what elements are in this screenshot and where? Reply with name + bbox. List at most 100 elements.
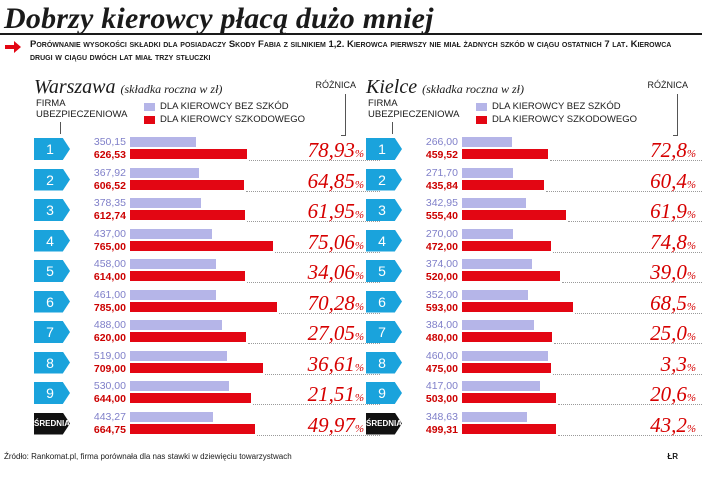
row-leader <box>545 190 702 193</box>
difference-number: 20,6 <box>650 382 687 406</box>
rank-badge: 4 <box>366 229 402 252</box>
difference-value: 68,5% <box>650 291 696 319</box>
bar-no-claims <box>130 320 222 330</box>
bar-with-claims <box>462 179 544 190</box>
bar-no-claims <box>130 289 217 300</box>
data-row: ŚREDNIA 443,27 664,75 49,97% <box>34 409 380 439</box>
difference-unit: % <box>686 178 696 191</box>
value-with-claims: 520,00 <box>425 271 458 283</box>
bar-with-claims <box>462 301 574 312</box>
difference-unit: % <box>686 392 696 404</box>
data-row: 4 270,00 472,00 74,8% <box>366 226 702 256</box>
row-leader <box>246 221 380 223</box>
difference-number: 68,5 <box>650 290 687 315</box>
value-no-claims: 352,00 <box>425 288 458 301</box>
bar-with-claims <box>130 271 246 281</box>
difference-unit: % <box>686 209 696 221</box>
difference-number: 27,05 <box>307 321 355 345</box>
value-with-claims: 593,00 <box>425 301 458 314</box>
row-leader <box>256 434 380 437</box>
bar-no-claims <box>462 167 513 178</box>
value-with-claims: 435,84 <box>425 179 458 192</box>
bar-no-claims <box>462 259 533 269</box>
company-pointer <box>392 122 393 134</box>
row-leader <box>249 160 380 162</box>
difference-unit: % <box>686 361 696 374</box>
city-note: (składka roczna w zł) <box>422 82 524 96</box>
difference-number: 70,28 <box>307 290 355 315</box>
value-with-claims: 765,00 <box>93 240 126 253</box>
difference-number: 74,8 <box>650 229 687 254</box>
page-title: Dobrzy kierowcy płacą dużo mniej <box>4 2 434 35</box>
difference-unit: % <box>354 361 364 374</box>
difference-unit: % <box>354 178 364 191</box>
data-row: 6 461,00 785,00 70,28% <box>34 287 380 319</box>
value-with-claims: 459,52 <box>425 149 458 161</box>
value-no-claims: 488,00 <box>93 319 126 331</box>
value-with-claims: 499,31 <box>425 423 458 436</box>
bar-no-claims <box>462 381 541 391</box>
value-no-claims: 437,00 <box>93 227 126 240</box>
difference-value: 43,2% <box>650 413 696 441</box>
rank-badge: 9 <box>366 382 402 404</box>
difference-header: RÓŻNICA <box>315 80 357 90</box>
difference-unit: % <box>686 300 696 313</box>
value-no-claims: 519,00 <box>93 349 126 362</box>
difference-value: 25,0% <box>650 321 696 349</box>
row-leader <box>568 221 702 223</box>
bar-with-claims <box>130 301 278 312</box>
rank-badge: 8 <box>366 351 402 374</box>
difference-unit: % <box>354 209 364 221</box>
bar-with-claims <box>462 149 549 159</box>
difference-unit: % <box>354 331 364 343</box>
difference-value: 61,95% <box>308 199 364 227</box>
panel-kielce: Kielce (składka roczna w zł) RÓŻNICA FIRMA… <box>366 76 702 446</box>
bar-no-claims <box>462 137 512 147</box>
difference-value: 78,93% <box>308 138 364 166</box>
data-row: 3 342,95 555,40 61,9% <box>366 195 702 225</box>
data-row: 2 367,92 606,52 64,85% <box>34 165 380 195</box>
legend-label-hi: DLA KIEROWCY SZKODOWEGO <box>160 114 305 125</box>
legend: DLA KIEROWCY BEZ SZKÓD DLA KIEROWCY SZKOD… <box>144 100 305 126</box>
legend-item-lo: DLA KIEROWCY BEZ SZKÓD <box>144 100 305 113</box>
difference-pointer <box>677 94 678 136</box>
difference-value: 39,0% <box>650 260 696 288</box>
bar-no-claims <box>462 411 528 422</box>
rank-badge: 8 <box>34 351 70 374</box>
rank-badge: 4 <box>34 229 70 252</box>
arrow-right-icon <box>5 41 21 53</box>
value-no-claims: 458,00 <box>93 258 126 270</box>
data-row: 6 352,00 593,00 68,5% <box>366 287 702 319</box>
row-leader <box>279 312 380 315</box>
bar-with-claims <box>130 393 251 403</box>
bar-no-claims <box>130 411 214 422</box>
bar-no-claims <box>462 198 527 208</box>
difference-number: 39,0 <box>650 260 687 284</box>
value-with-claims: 644,00 <box>93 393 126 405</box>
data-row: 8 519,00 709,00 36,61% <box>34 348 380 378</box>
legend-item-lo: DLA KIEROWCY BEZ SZKÓD <box>476 100 637 113</box>
company-header-line-1: FIRMA <box>36 98 66 109</box>
bar-with-claims <box>130 362 263 373</box>
value-no-claims: 367,92 <box>93 166 126 179</box>
bar-no-claims <box>462 350 549 361</box>
difference-value: 70,28% <box>308 291 364 319</box>
bar-with-claims <box>462 332 552 342</box>
difference-number: 72,8 <box>650 138 687 162</box>
value-with-claims: 614,00 <box>93 271 126 283</box>
difference-unit: % <box>354 270 364 282</box>
data-row: 5 374,00 520,00 39,0% <box>366 256 702 288</box>
row-leader <box>252 404 380 406</box>
data-row: 8 460,00 475,00 3,3% <box>366 348 702 378</box>
difference-pointer-tick <box>673 135 678 136</box>
company-pointer <box>60 122 61 134</box>
value-no-claims: 350,15 <box>93 136 126 148</box>
difference-value: 75,06% <box>308 230 364 258</box>
row-leader <box>554 343 702 345</box>
row-leader <box>264 373 380 376</box>
rank-badge: 1 <box>34 138 70 160</box>
legend-item-hi: DLA KIEROWCY SZKODOWEGO <box>476 113 637 126</box>
bar-with-claims <box>130 179 244 190</box>
difference-unit: % <box>686 331 696 343</box>
data-row: 7 384,00 480,00 25,0% <box>366 317 702 349</box>
